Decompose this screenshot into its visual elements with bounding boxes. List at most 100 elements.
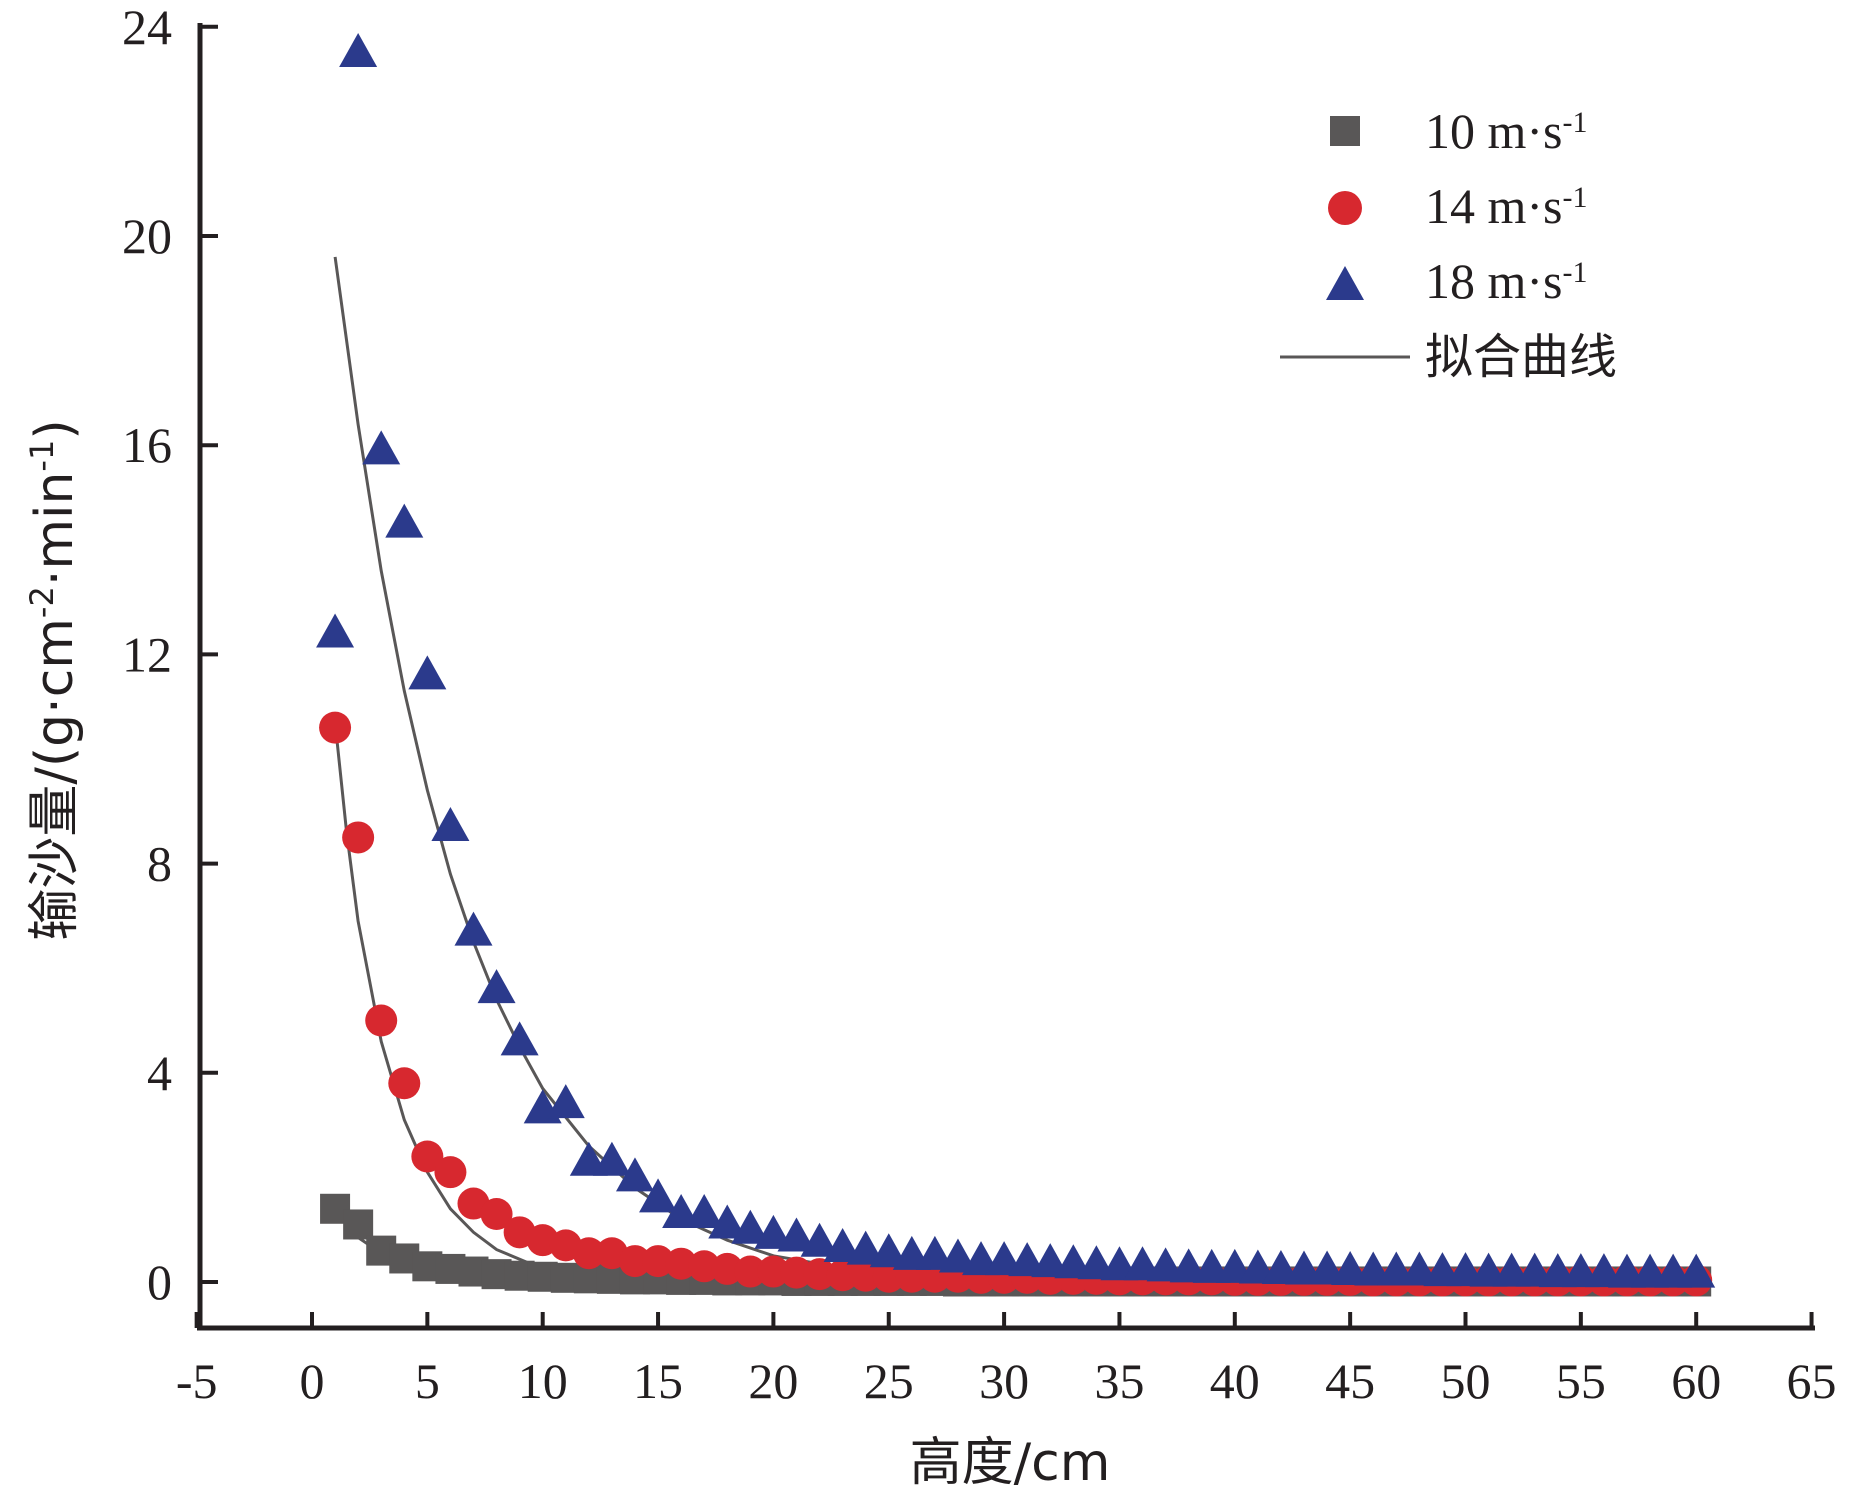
y-axis-title-sup1: -2: [23, 586, 61, 618]
data-point-circle: [618, 1245, 651, 1278]
data-point-triangle: [362, 430, 401, 465]
data-point-triangle: [915, 1235, 954, 1270]
svg-text:14 m·s-1: 14 m·s-1: [1425, 178, 1588, 234]
x-tick-label: 40: [1210, 1353, 1260, 1409]
x-tick-label: 0: [300, 1353, 325, 1409]
data-point-triangle: [823, 1228, 862, 1263]
data-point-circle: [757, 1255, 790, 1288]
data-point-triangle: [938, 1238, 977, 1273]
x-tick-label: 65: [1787, 1353, 1837, 1409]
legend-label-14: 14 m·s: [1425, 178, 1563, 234]
data-point-triangle: [385, 503, 424, 538]
x-tick-label: 50: [1441, 1353, 1491, 1409]
data-point-triangle: [754, 1214, 793, 1249]
data-point-circle: [780, 1256, 813, 1289]
data-point-circle: [342, 821, 375, 854]
x-tick-label: 20: [748, 1353, 798, 1409]
data-point-triangle: [477, 969, 516, 1004]
data-point-circle: [803, 1258, 836, 1291]
data-markers: [316, 32, 1716, 1297]
data-point-triangle: [339, 32, 378, 67]
data-point-circle: [319, 711, 352, 744]
y-tick-label: 8: [147, 836, 172, 892]
y-axis-title-mid: ·min: [25, 472, 85, 587]
legend-square-marker: [1330, 116, 1360, 146]
x-tick-label: 45: [1325, 1353, 1375, 1409]
y-axis-title-sup2: -1: [23, 440, 61, 472]
data-point-triangle: [592, 1141, 631, 1176]
y-axis-title-prefix: 输沙量/(g·cm: [25, 618, 85, 941]
data-point-triangle: [1677, 1253, 1716, 1288]
x-tick-label: 5: [415, 1353, 440, 1409]
data-point-triangle: [316, 613, 355, 648]
data-point-triangle: [846, 1230, 885, 1265]
data-point-circle: [665, 1247, 698, 1280]
data-point-triangle: [731, 1209, 770, 1244]
legend-label-14-sup: -1: [1563, 181, 1588, 214]
legend-label-18-sup: -1: [1563, 256, 1588, 289]
legend-label-10: 10 m·s: [1425, 103, 1563, 159]
y-tick-label: 24: [122, 0, 172, 55]
x-tick-label: -5: [176, 1353, 218, 1409]
data-point-circle: [642, 1245, 675, 1278]
x-tick-label: 55: [1556, 1353, 1606, 1409]
data-point-triangle: [869, 1233, 908, 1268]
data-point-circle: [688, 1250, 721, 1283]
legend-item-fit: 拟合曲线: [1280, 329, 1617, 385]
data-point-circle: [849, 1259, 882, 1292]
svg-text:10 m·s-1: 10 m·s-1: [1425, 103, 1588, 159]
legend-label-10-sup: -1: [1563, 106, 1588, 139]
legend-item-18: 18 m·s-1: [1326, 253, 1588, 309]
legend-label-fit: 拟合曲线: [1425, 329, 1617, 385]
y-tick-label: 4: [147, 1045, 172, 1101]
legend-circle-marker: [1328, 191, 1362, 225]
legend-label-18: 18 m·s: [1425, 253, 1563, 309]
fit-curve-2: [333, 256, 1697, 1286]
data-point-circle: [388, 1067, 421, 1100]
data-point-circle: [572, 1237, 605, 1270]
x-ticks: -5 0 5 10 15 20 25 30 35 40 45 50 55 60 65: [176, 1312, 1837, 1409]
data-point-triangle: [408, 655, 447, 690]
x-tick-label: 30: [979, 1353, 1029, 1409]
x-tick-label: 60: [1671, 1353, 1721, 1409]
y-tick-label: 12: [122, 626, 172, 682]
data-point-square: [343, 1209, 374, 1240]
data-point-triangle: [431, 806, 470, 841]
data-point-circle: [434, 1156, 467, 1189]
svg-text:18 m·s-1: 18 m·s-1: [1425, 253, 1588, 309]
data-point-triangle: [685, 1194, 724, 1229]
data-point-triangle: [708, 1204, 747, 1239]
x-tick-label: 35: [1094, 1353, 1144, 1409]
legend-item-14: 14 m·s-1: [1328, 178, 1588, 234]
legend-item-10: 10 m·s-1: [1330, 103, 1588, 159]
data-point-circle: [411, 1140, 444, 1173]
x-tick-label: 10: [518, 1353, 568, 1409]
data-point-triangle: [800, 1222, 839, 1257]
y-tick-label: 16: [122, 417, 172, 473]
x-tick-label: 15: [633, 1353, 683, 1409]
y-tick-label: 20: [122, 208, 172, 264]
y-axis-title: 输沙量/(g·cm-2·min-1): [23, 419, 85, 940]
y-tick-label: 0: [147, 1254, 172, 1310]
fit-curves: [333, 256, 1697, 1290]
legend-triangle-marker: [1326, 266, 1364, 300]
data-point-triangle: [454, 911, 493, 946]
data-point-triangle: [500, 1021, 539, 1056]
axes: [197, 23, 1815, 1331]
data-point-circle: [365, 1004, 398, 1037]
x-axis-title: 高度/cm: [910, 1433, 1111, 1493]
data-point-triangle: [639, 1178, 678, 1213]
data-point-circle: [480, 1198, 513, 1231]
data-point-triangle: [546, 1084, 585, 1119]
data-point-triangle: [615, 1157, 654, 1192]
data-point-circle: [711, 1252, 744, 1285]
data-point-circle: [734, 1255, 767, 1288]
y-ticks: 0 4 8 12 16 20 24: [122, 0, 218, 1310]
data-point-triangle: [777, 1217, 816, 1252]
fit-curve-1: [333, 722, 1697, 1290]
legend: 10 m·s-1 14 m·s-1 18 m·s-1 拟合曲线: [1280, 103, 1617, 385]
x-tick-label: 25: [864, 1353, 914, 1409]
y-axis-title-suffix: ): [25, 419, 85, 439]
data-point-circle: [826, 1259, 859, 1292]
